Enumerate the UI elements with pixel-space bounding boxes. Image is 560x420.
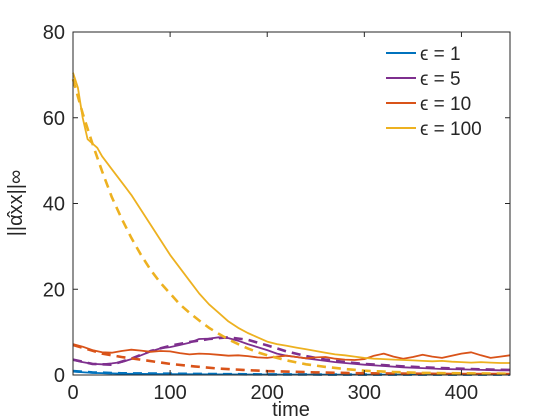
legend-label: ϵ = 100 xyxy=(420,119,482,140)
series-2-dashed-line xyxy=(72,343,510,376)
y-axis-label: ||α̂xx||∞ xyxy=(5,170,27,237)
series-3-line xyxy=(72,72,510,364)
y-tick-label: 20 xyxy=(43,279,65,301)
y-tick-label: 80 xyxy=(43,22,65,44)
series-3-dashed-line xyxy=(71,78,511,375)
x-tick-label: 0 xyxy=(67,382,78,404)
legend-label: ϵ = 5 xyxy=(420,69,461,90)
x-tick-label: 100 xyxy=(153,382,186,404)
y-tick-label: 60 xyxy=(43,108,65,130)
x-tick-label: 200 xyxy=(251,382,284,404)
x-tick-label: 400 xyxy=(445,382,478,404)
x-tick-label: 300 xyxy=(348,382,381,404)
y-tick-label: 0 xyxy=(54,365,65,387)
y-tick-label: 40 xyxy=(43,194,65,216)
series-2-line xyxy=(72,343,511,361)
legend-label: ϵ = 1 xyxy=(420,44,461,65)
ticks-layer: 0 100 200 300 400 0 20 40 60 80 xyxy=(43,22,510,404)
legend-label: ϵ = 10 xyxy=(420,94,471,115)
series-layer xyxy=(71,72,511,376)
series-1-dashed-line xyxy=(72,335,511,372)
x-axis-label: time xyxy=(272,399,310,420)
legend: ϵ = 1 ϵ = 5 ϵ = 10 ϵ = 100 xyxy=(386,44,482,140)
